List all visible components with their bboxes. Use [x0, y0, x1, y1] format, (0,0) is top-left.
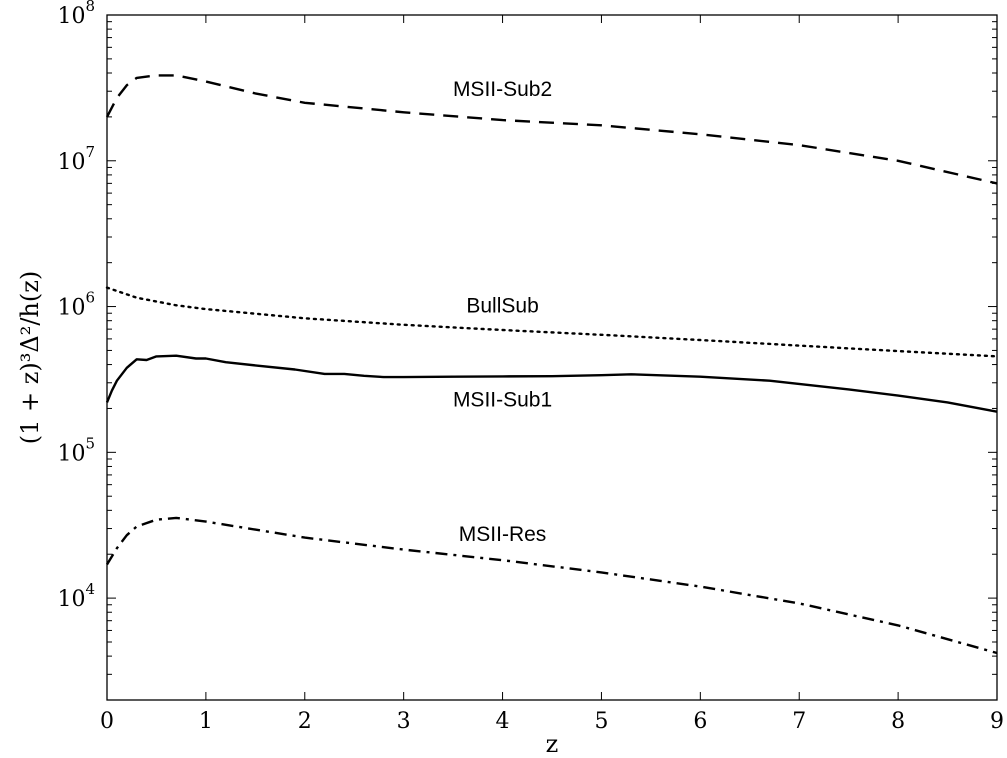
- y-tick-label: 106: [57, 289, 95, 321]
- x-tick-label: 9: [990, 709, 1004, 734]
- series-label-msii-sub1: MSII-Sub1: [453, 389, 552, 412]
- y-axis-title: (1 + z)³Δ²/h(z): [16, 271, 44, 445]
- series-label-bullsub: BullSub: [466, 294, 538, 317]
- series-label-msii-res: MSII-Res: [459, 523, 547, 546]
- series-line-msii-sub2: [105, 74, 998, 185]
- x-axis-title: z: [546, 730, 559, 758]
- series-line-bullsub: [105, 286, 999, 358]
- series-line-msii-sub1: [105, 354, 998, 413]
- y-tick-label: 108: [57, 0, 95, 29]
- y-tick-label: 104: [57, 580, 95, 612]
- x-tick-label: 7: [792, 709, 806, 734]
- x-tick-label: 0: [100, 709, 114, 734]
- x-tick-label: 1: [199, 709, 213, 734]
- ticks-layer: 0 1 2 3 4 5 6 7 8 9 104 105 106 107 108: [57, 0, 1004, 734]
- series-label-msii-sub2: MSII-Sub2: [453, 78, 552, 101]
- x-tick-label: 4: [496, 709, 510, 734]
- plot-frame: [106, 14, 998, 701]
- series-layer: MSII-Sub2 BullSub MSII-Sub1 MSII-Res: [105, 74, 999, 655]
- x-tick-label: 5: [594, 709, 608, 734]
- y-tick-label: 105: [57, 434, 95, 466]
- x-tick-label: 6: [693, 709, 707, 734]
- x-tick-label: 8: [891, 709, 905, 734]
- y-tick-label: 107: [57, 143, 95, 175]
- x-tick-label: 3: [397, 709, 411, 734]
- series-line-msii-res: [105, 516, 998, 655]
- x-tick-label: 2: [298, 709, 312, 734]
